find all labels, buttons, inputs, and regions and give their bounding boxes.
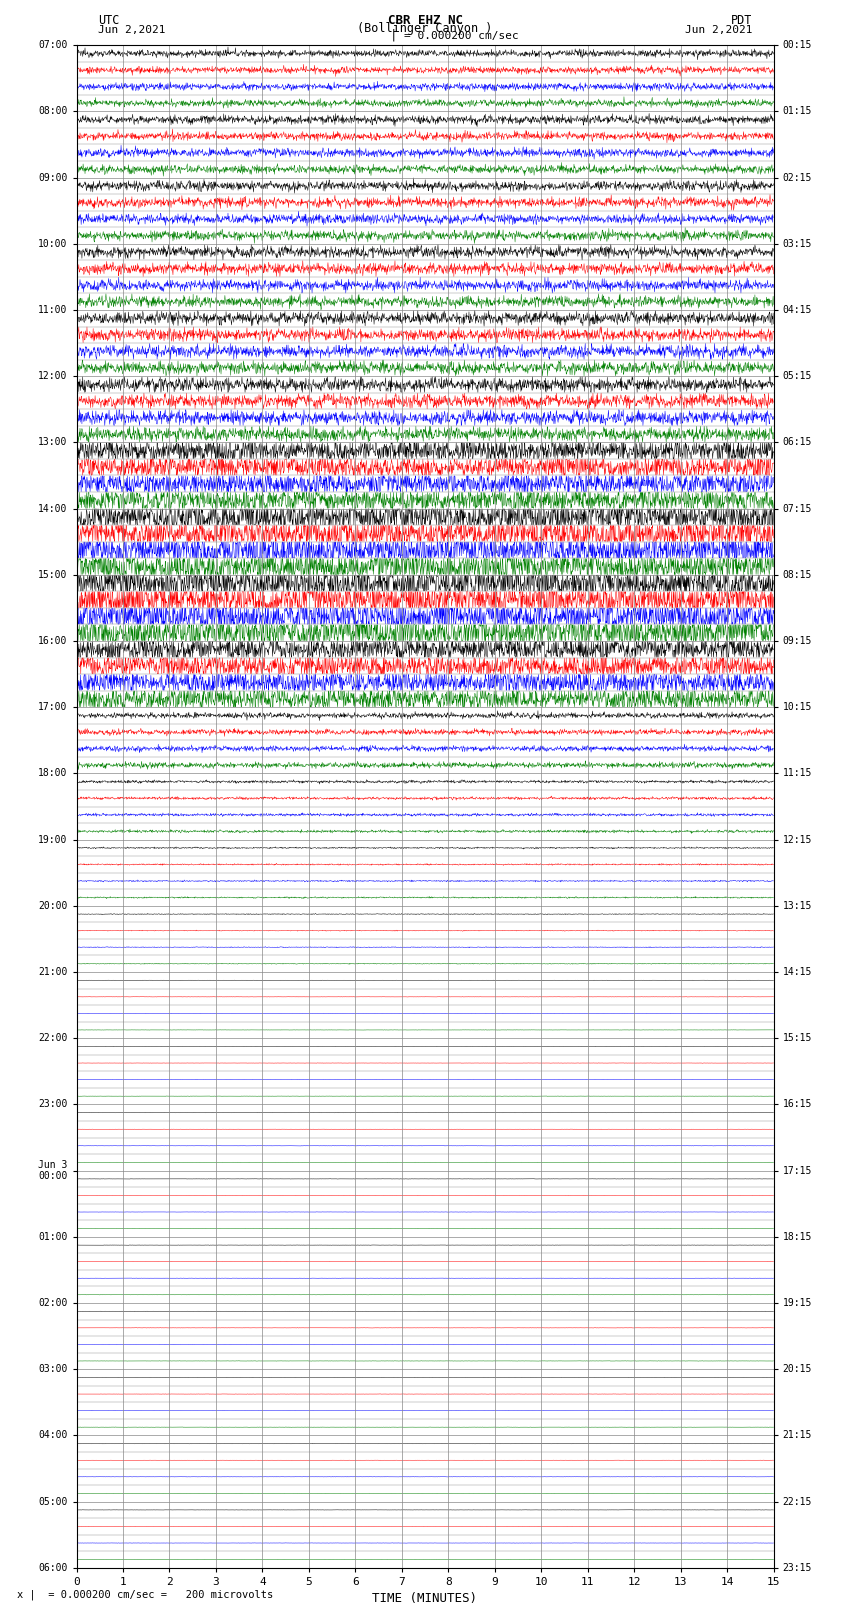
Text: Jun 2,2021: Jun 2,2021 [685, 24, 752, 35]
Text: CBR EHZ NC: CBR EHZ NC [388, 13, 462, 26]
Text: UTC: UTC [98, 13, 119, 26]
Text: (Bollinger Canyon ): (Bollinger Canyon ) [357, 21, 493, 35]
Text: = 0.000200 cm/sec: = 0.000200 cm/sec [404, 31, 518, 40]
Text: |: | [390, 27, 397, 40]
Text: PDT: PDT [731, 13, 752, 26]
Text: Jun 2,2021: Jun 2,2021 [98, 24, 165, 35]
X-axis label: TIME (MINUTES): TIME (MINUTES) [372, 1592, 478, 1605]
Text: x |  = 0.000200 cm/sec =   200 microvolts: x | = 0.000200 cm/sec = 200 microvolts [17, 1589, 273, 1600]
